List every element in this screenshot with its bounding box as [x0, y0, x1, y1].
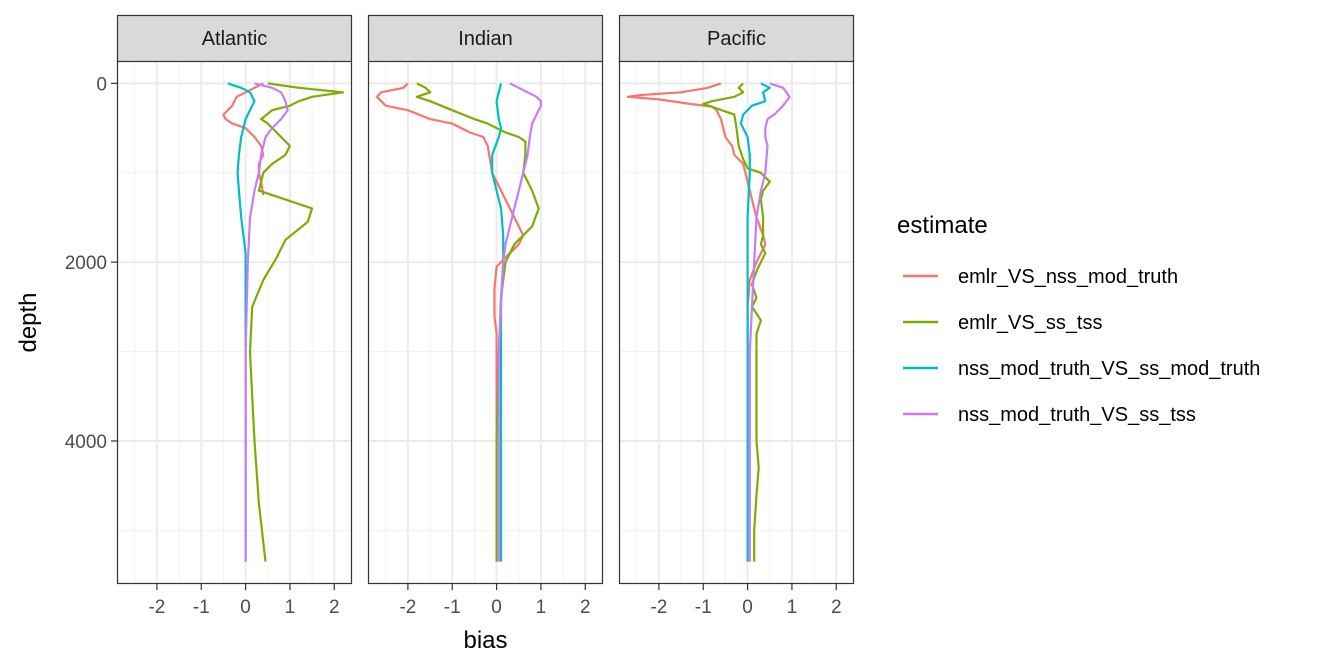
x-tick-label: 2: [831, 597, 842, 618]
series-line-emlr_VS_nss_mod_truth: [375, 82, 525, 562]
x-tick-label: -2: [650, 597, 667, 618]
panel-pacific: Pacific -2 -1 0 1 2: [618, 14, 855, 618]
series-lines: [222, 82, 345, 562]
facet-strip-label: Atlantic: [202, 28, 268, 50]
series-line-nss_mod_truth_VS_ss_mod_truth: [739, 82, 771, 562]
legend-item: nss_mod_truth_VS_ss_mod_truth: [903, 358, 1260, 380]
legend: estimate emlr_VS_nss_mod_truth emlr_VS_ss…: [897, 212, 1260, 426]
facet-strip: [116, 14, 353, 63]
series-line-emlr_VS_nss_mod_truth: [626, 82, 767, 562]
x-tick-label: 2: [329, 597, 340, 618]
x-tick-label: -1: [444, 597, 461, 618]
facet-strip-label: Indian: [458, 28, 513, 50]
series-line-nss_mod_truth_VS_ss_tss: [244, 82, 289, 562]
y-axis-title: depth: [15, 292, 42, 352]
x-tick-label: 1: [536, 597, 547, 618]
facet-strip-label: Pacific: [707, 28, 766, 50]
legend-label: nss_mod_truth_VS_ss_tss: [958, 404, 1196, 426]
panels-layer: Atlantic -2 -1 0 1 2 Indian -2 -1 0 1 2 Pacific -2 -1 0…: [116, 14, 855, 618]
series-line-emlr_VS_ss_tss: [702, 82, 771, 562]
panel-background: [117, 61, 352, 584]
y-tick-label: 0: [96, 74, 107, 95]
legend-label: emlr_VS_ss_tss: [958, 312, 1103, 334]
x-tick-label: -2: [399, 597, 416, 618]
x-tick-label: -2: [148, 597, 165, 618]
grid: [619, 61, 854, 584]
x-tick-label: 1: [285, 597, 296, 618]
legend-item: emlr_VS_ss_tss: [903, 312, 1103, 334]
panel-background: [619, 61, 854, 584]
y-tick-label: 4000: [65, 432, 107, 453]
series-line-nss_mod_truth_VS_ss_mod_truth: [227, 82, 256, 562]
facet-strip: [367, 14, 604, 63]
legend-item: nss_mod_truth_VS_ss_tss: [903, 404, 1196, 426]
y-axis: 0 2000 4000: [65, 74, 117, 453]
series-lines: [375, 82, 543, 562]
x-tick-label: -1: [193, 597, 210, 618]
x-axis-title: bias: [463, 627, 507, 654]
series-line-nss_mod_truth_VS_ss_tss: [497, 82, 543, 562]
series-lines: [626, 82, 791, 562]
panel-atlantic: Atlantic -2 -1 0 1 2: [116, 14, 353, 618]
x-tick-label: -1: [695, 597, 712, 618]
legend-label: emlr_VS_nss_mod_truth: [958, 266, 1178, 288]
legend-label: nss_mod_truth_VS_ss_mod_truth: [958, 358, 1260, 380]
legend-item: emlr_VS_nss_mod_truth: [903, 266, 1178, 288]
panel-indian: Indian -2 -1 0 1 2: [367, 14, 604, 618]
y-tick-label: 2000: [65, 253, 107, 274]
series-line-nss_mod_truth_VS_ss_tss: [748, 82, 791, 562]
series-line-emlr_VS_ss_tss: [248, 82, 345, 562]
x-tick-label: 1: [787, 597, 798, 618]
x-tick-label: 0: [742, 597, 753, 618]
x-tick-label: 2: [580, 597, 591, 618]
legend-title: estimate: [897, 212, 988, 239]
facet-strip: [618, 14, 855, 63]
x-tick-label: 0: [491, 597, 502, 618]
x-tick-label: 0: [240, 597, 251, 618]
